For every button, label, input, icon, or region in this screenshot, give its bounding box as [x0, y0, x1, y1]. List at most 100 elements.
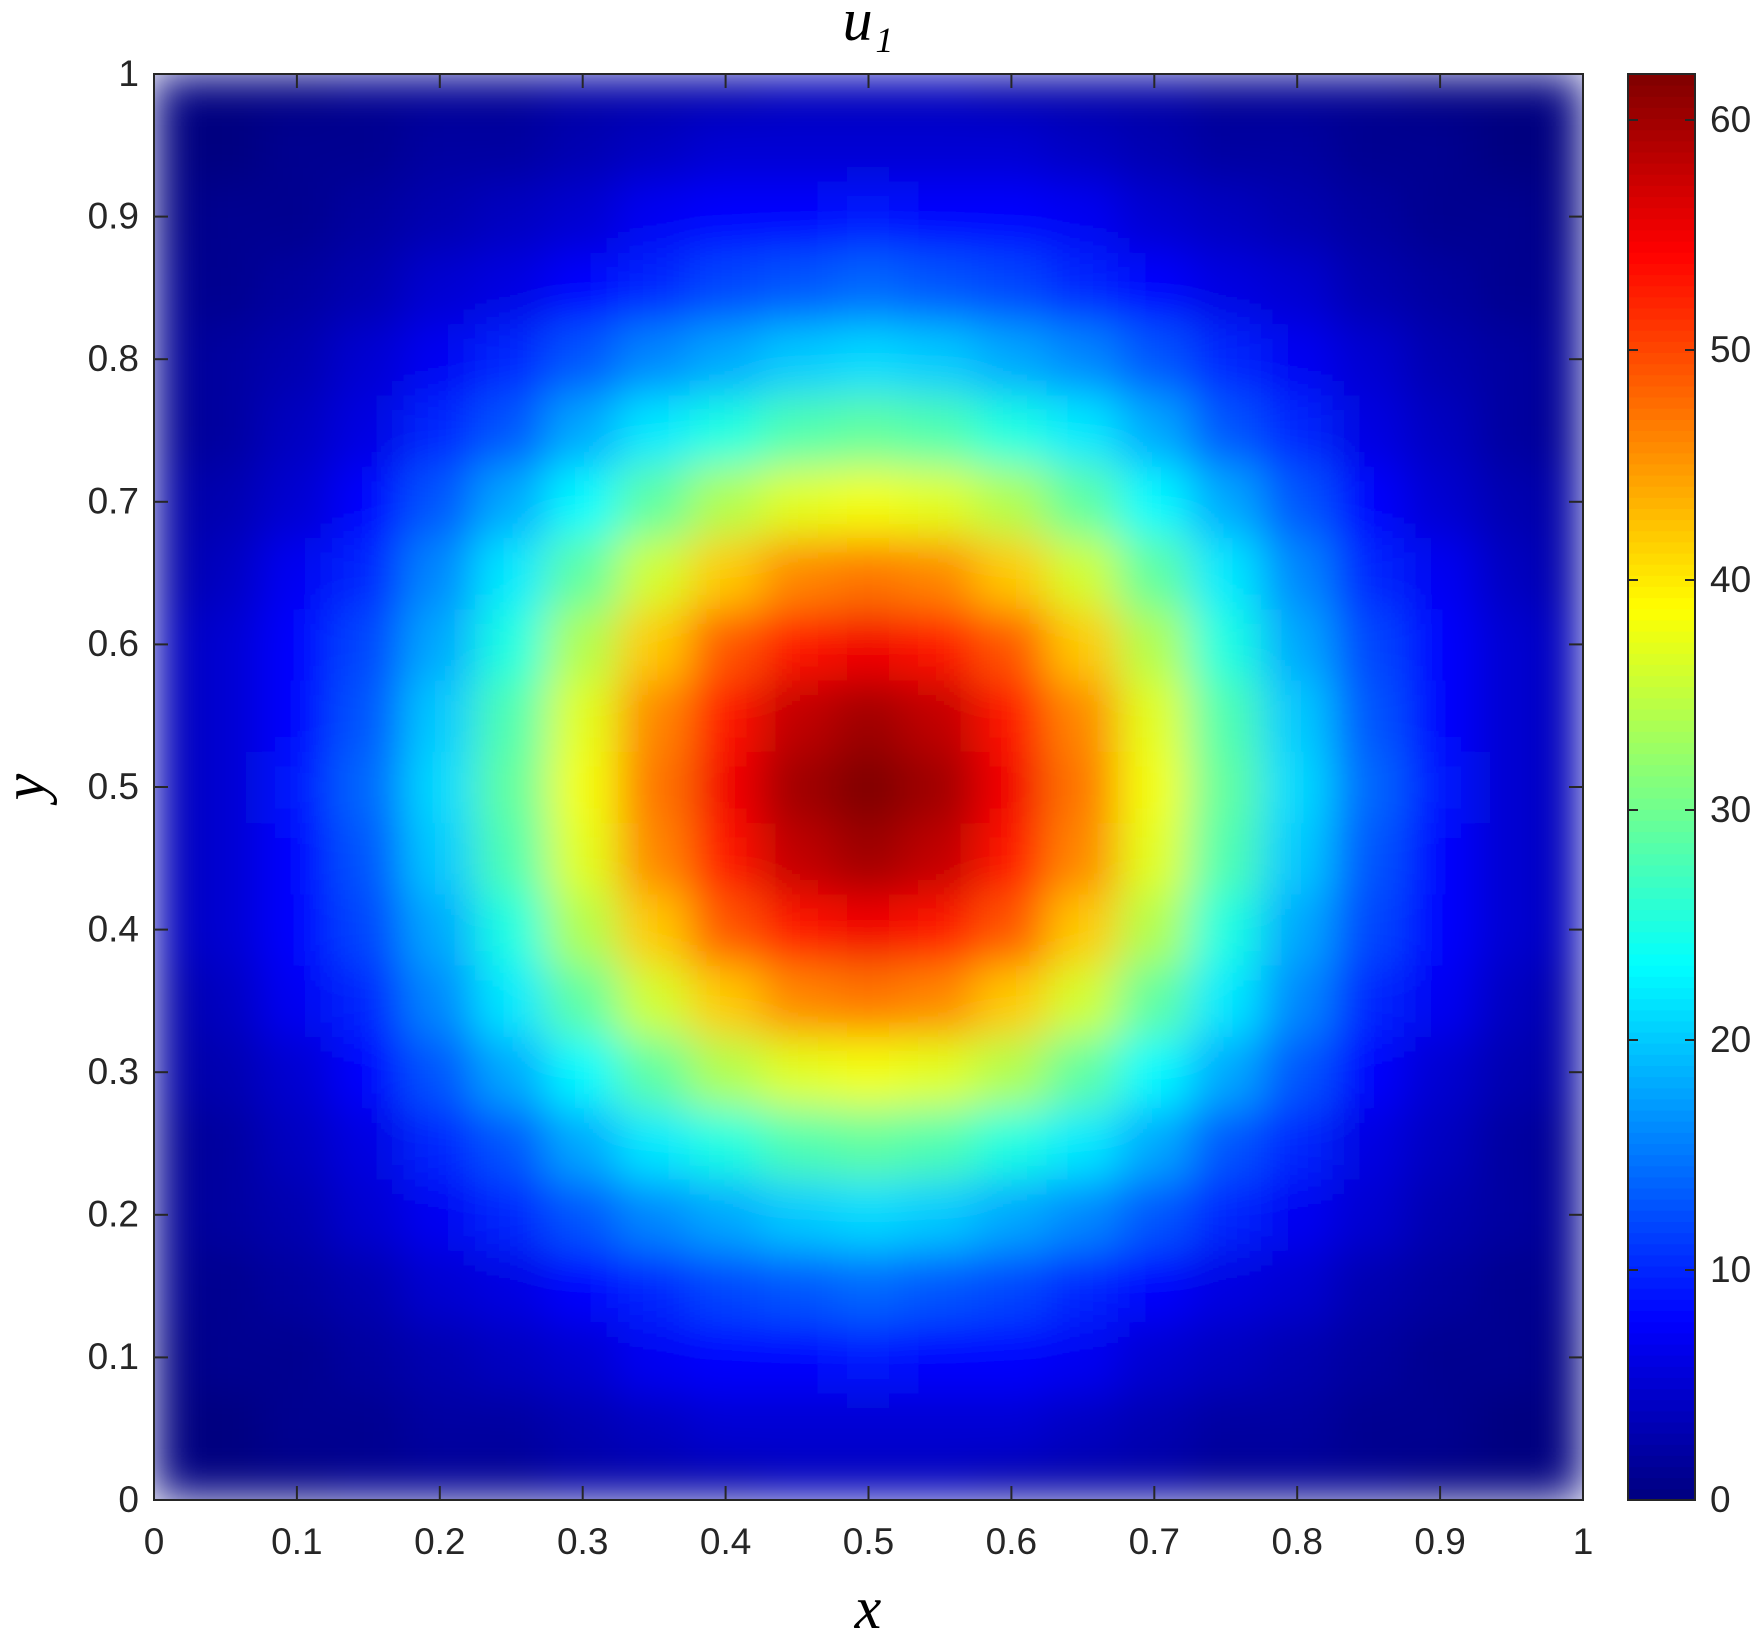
heat-cell	[189, 1392, 262, 1465]
heat-cell	[189, 323, 262, 396]
heat-cell	[546, 180, 619, 253]
colorbar-swatch	[1628, 84, 1695, 97]
heat-cell	[475, 964, 548, 1038]
heat-cell	[403, 394, 477, 467]
heat-cell	[332, 750, 405, 824]
colorbar-box	[1627, 73, 1696, 1501]
colorbar-swatch	[1628, 507, 1695, 521]
heat-cell	[832, 323, 905, 396]
heat-cell	[546, 536, 619, 610]
heat-cell	[1189, 750, 1262, 824]
heat-cell	[1260, 323, 1334, 396]
heat-cell	[1118, 750, 1191, 824]
heat-cell	[1189, 109, 1262, 182]
heat-cell	[1403, 1392, 1477, 1465]
colorbar-swatch	[1628, 1053, 1695, 1067]
colorbar-swatch	[1628, 1009, 1695, 1022]
heat-cell	[189, 1321, 262, 1394]
colorbar-swatch	[1628, 964, 1695, 977]
heat-cell	[1260, 964, 1334, 1038]
heat-cell	[189, 1036, 262, 1109]
heat-cell	[332, 893, 405, 966]
colorbar-swatch	[1628, 797, 1695, 810]
colorbar-swatch	[1628, 931, 1695, 944]
colorbar-swatch	[1628, 697, 1695, 710]
y-tick-label: 1	[118, 53, 139, 94]
x-tick-label: 0.2	[414, 1521, 465, 1562]
heat-cell	[1046, 679, 1120, 752]
heat-cell	[617, 394, 691, 467]
colorbar-swatch	[1628, 463, 1695, 476]
heat-cell	[1546, 536, 1583, 610]
heat-cell	[1118, 109, 1191, 182]
heat-cell	[475, 180, 548, 253]
heat-cell	[1332, 1321, 1405, 1394]
heat-cell	[760, 1321, 834, 1394]
heat-cell	[975, 893, 1048, 966]
heat-cell	[1546, 1392, 1583, 1465]
colorbar-swatch	[1628, 1232, 1695, 1245]
heat-cell	[1260, 251, 1334, 325]
colorbar-swatch	[1628, 686, 1695, 699]
colorbar-swatch	[1628, 1065, 1695, 1078]
heat-cell	[332, 323, 405, 396]
heat-cell	[332, 465, 405, 538]
heat-cell	[1189, 1249, 1262, 1323]
heat-cell	[760, 251, 834, 325]
colorbar-swatch	[1628, 385, 1695, 398]
heat-cell	[1260, 822, 1334, 895]
heat-cell	[332, 1036, 405, 1109]
heat-cell	[403, 180, 477, 253]
heat-cell	[760, 180, 834, 253]
heat-cell	[475, 536, 548, 610]
colorbar-swatch	[1628, 374, 1695, 387]
colorbar-tick-label: 0	[1710, 1479, 1731, 1520]
heat-cell	[1260, 109, 1334, 182]
heat-cell	[332, 964, 405, 1038]
heat-cell	[1475, 74, 1548, 111]
heat-cell	[475, 109, 548, 182]
heat-cell	[260, 822, 334, 895]
heat-cell	[760, 394, 834, 467]
heat-cell	[1546, 109, 1583, 182]
heat-cell	[475, 465, 548, 538]
heat-cell	[1475, 1463, 1548, 1500]
heat-cell	[332, 180, 405, 253]
heat-cell	[1046, 536, 1120, 610]
heat-cell	[189, 750, 262, 824]
heat-cell	[154, 964, 191, 1038]
heat-cell	[1332, 822, 1405, 895]
heat-cell	[260, 1178, 334, 1251]
colorbar-swatch	[1628, 864, 1695, 877]
heat-cell	[189, 1463, 262, 1500]
heat-cell	[1046, 109, 1120, 182]
colorbar-tick-label: 60	[1710, 99, 1751, 140]
colorbar-swatch	[1628, 1120, 1695, 1133]
heat-cell	[689, 893, 762, 966]
colorbar-swatch	[1628, 1243, 1695, 1256]
colorbar-tick-label: 50	[1710, 329, 1751, 370]
colorbar-swatch	[1628, 307, 1695, 320]
heat-cell	[1475, 180, 1548, 253]
colorbar-swatch	[1628, 730, 1695, 743]
heat-cell	[832, 608, 905, 681]
colorbar-swatch	[1628, 452, 1695, 465]
colorbar-swatch	[1628, 407, 1695, 420]
heat-cell	[832, 1178, 905, 1251]
colorbar-swatch	[1628, 998, 1695, 1011]
colorbar-swatch	[1628, 608, 1695, 621]
heat-cell	[1118, 1036, 1191, 1109]
heat-cell	[832, 964, 905, 1038]
colorbar-swatch	[1628, 1466, 1695, 1479]
heat-cell	[1046, 1463, 1120, 1500]
colorbar-swatch	[1628, 1265, 1695, 1278]
heat-cell	[1118, 1321, 1191, 1394]
heat-cell	[832, 465, 905, 538]
heat-cell	[403, 465, 477, 538]
chart-title: u₁	[843, 0, 894, 53]
heat-cell	[1260, 893, 1334, 966]
heat-cell	[1403, 822, 1477, 895]
heat-cell	[260, 893, 334, 966]
heat-cell	[1046, 465, 1120, 538]
colorbar-swatch	[1628, 340, 1695, 354]
